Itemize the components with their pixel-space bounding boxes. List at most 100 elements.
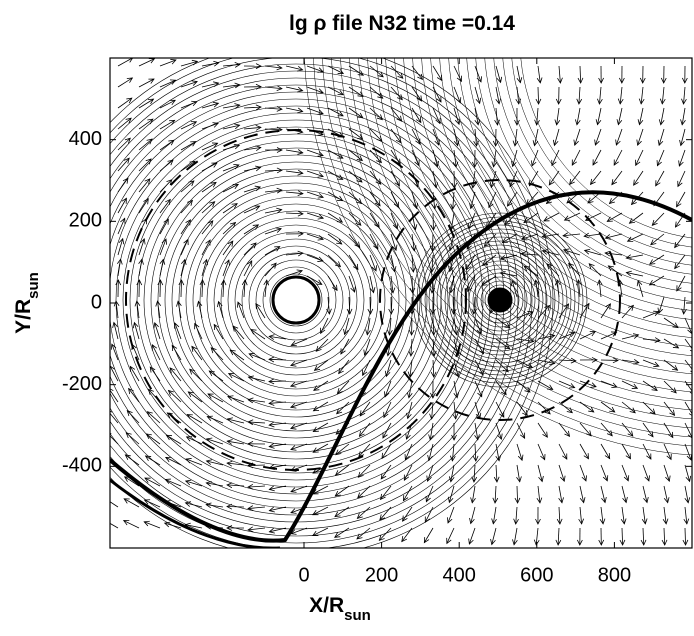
arrow-head bbox=[369, 287, 376, 294]
arrow-head bbox=[616, 119, 623, 126]
contour bbox=[349, 58, 692, 411]
velocity-arrow bbox=[470, 485, 476, 504]
arrow-head bbox=[357, 70, 365, 76]
arrow-head bbox=[517, 454, 524, 462]
arrow-shaft bbox=[228, 373, 245, 382]
arrow-shaft bbox=[222, 184, 239, 193]
velocity-arrow bbox=[516, 401, 528, 417]
arrow-head bbox=[431, 203, 438, 210]
arrow-shaft bbox=[432, 338, 435, 356]
arrow-shaft bbox=[243, 260, 253, 277]
arrow-head bbox=[227, 395, 234, 401]
arrow-shaft bbox=[684, 359, 692, 370]
arrow-shaft bbox=[537, 443, 546, 460]
arrow-head bbox=[490, 538, 496, 546]
velocity-arrow bbox=[201, 122, 219, 130]
velocity-arrow bbox=[117, 237, 125, 256]
velocity-arrow bbox=[466, 233, 476, 250]
arrow-head bbox=[166, 179, 173, 186]
arrow-head bbox=[453, 392, 460, 399]
velocity-arrow bbox=[382, 422, 392, 439]
arrow-shaft bbox=[334, 485, 350, 497]
velocity-arrow bbox=[369, 107, 384, 121]
y-axis-label-main: Y/R bbox=[12, 299, 35, 334]
arrow-head bbox=[206, 415, 213, 422]
arrow-head bbox=[379, 514, 386, 521]
arrow-head bbox=[646, 453, 652, 460]
arrow-head bbox=[409, 308, 415, 315]
arrow-head bbox=[236, 301, 243, 308]
arrow-head bbox=[583, 302, 590, 310]
arrow-shaft bbox=[348, 86, 364, 97]
arrow-head bbox=[528, 337, 535, 344]
arrow-shaft bbox=[516, 338, 534, 342]
velocity-arrow bbox=[430, 380, 436, 399]
velocity-arrow bbox=[545, 191, 560, 205]
velocity-arrow bbox=[432, 65, 443, 82]
contour bbox=[464, 264, 536, 336]
arrow-head bbox=[290, 424, 297, 430]
arrow-head bbox=[247, 397, 254, 404]
velocity-arrow bbox=[180, 160, 196, 172]
arrow-head bbox=[478, 369, 484, 376]
arrow-shaft bbox=[516, 380, 531, 393]
arrow-shaft bbox=[222, 279, 225, 298]
arrow-head bbox=[617, 98, 624, 105]
arrow-head bbox=[469, 202, 475, 210]
arrow-head bbox=[606, 216, 613, 222]
arrow-shaft bbox=[264, 246, 280, 256]
velocity-arrow bbox=[243, 260, 253, 277]
arrow-shaft bbox=[516, 401, 528, 416]
y-tick-label: 200 bbox=[69, 210, 102, 232]
velocity-arrow bbox=[335, 422, 350, 435]
arrow-head bbox=[478, 348, 484, 355]
arrow-head bbox=[363, 349, 369, 356]
velocity-arrow bbox=[534, 107, 540, 126]
arrow-shaft bbox=[243, 106, 261, 109]
arrow-shaft bbox=[566, 191, 581, 204]
arrow-shaft bbox=[569, 170, 581, 185]
arrow-shaft bbox=[185, 502, 203, 508]
arrow-head bbox=[357, 91, 364, 98]
arrow-head bbox=[491, 518, 497, 525]
arrow-shaft bbox=[626, 272, 644, 277]
arrow-shaft bbox=[556, 107, 560, 125]
velocity-arrow bbox=[217, 300, 224, 319]
velocity-arrow bbox=[110, 432, 119, 445]
velocity-arrow bbox=[676, 275, 686, 292]
arrow-head bbox=[667, 431, 674, 439]
velocity-arrow bbox=[222, 203, 238, 214]
arrow-head bbox=[268, 334, 275, 340]
arrow-head bbox=[523, 265, 530, 272]
arrow-head bbox=[270, 262, 277, 269]
velocity-arrow bbox=[640, 527, 647, 546]
velocity-arrow bbox=[243, 83, 262, 90]
arrow-head bbox=[554, 119, 561, 126]
arrow-shaft bbox=[432, 149, 438, 167]
arrow-shaft bbox=[159, 119, 175, 130]
arrow-shaft bbox=[264, 169, 283, 172]
velocity-arrow bbox=[493, 464, 500, 483]
arrow-shaft bbox=[621, 401, 636, 414]
velocity-arrow bbox=[501, 233, 518, 244]
arrow-head bbox=[566, 197, 573, 204]
arrow-head bbox=[449, 224, 455, 231]
arrow-head bbox=[207, 220, 214, 227]
velocity-arrow bbox=[536, 65, 543, 84]
arrow-shaft bbox=[642, 527, 645, 546]
arrow-shaft bbox=[306, 254, 324, 262]
velocity-arrow bbox=[613, 149, 623, 166]
arrow-shaft bbox=[515, 506, 518, 524]
arrow-head bbox=[599, 518, 606, 525]
arrow-head bbox=[566, 407, 573, 414]
contour bbox=[367, 58, 692, 393]
arrow-head bbox=[255, 165, 262, 172]
velocity-arrow bbox=[201, 81, 220, 88]
arrow-shaft bbox=[432, 86, 442, 103]
velocity-arrow bbox=[681, 86, 687, 105]
x-tick-label: 200 bbox=[365, 564, 398, 586]
arrow-head bbox=[129, 365, 136, 373]
arrow-shaft bbox=[168, 390, 182, 403]
arrow-shaft bbox=[313, 401, 329, 412]
velocity-arrow bbox=[390, 149, 401, 166]
